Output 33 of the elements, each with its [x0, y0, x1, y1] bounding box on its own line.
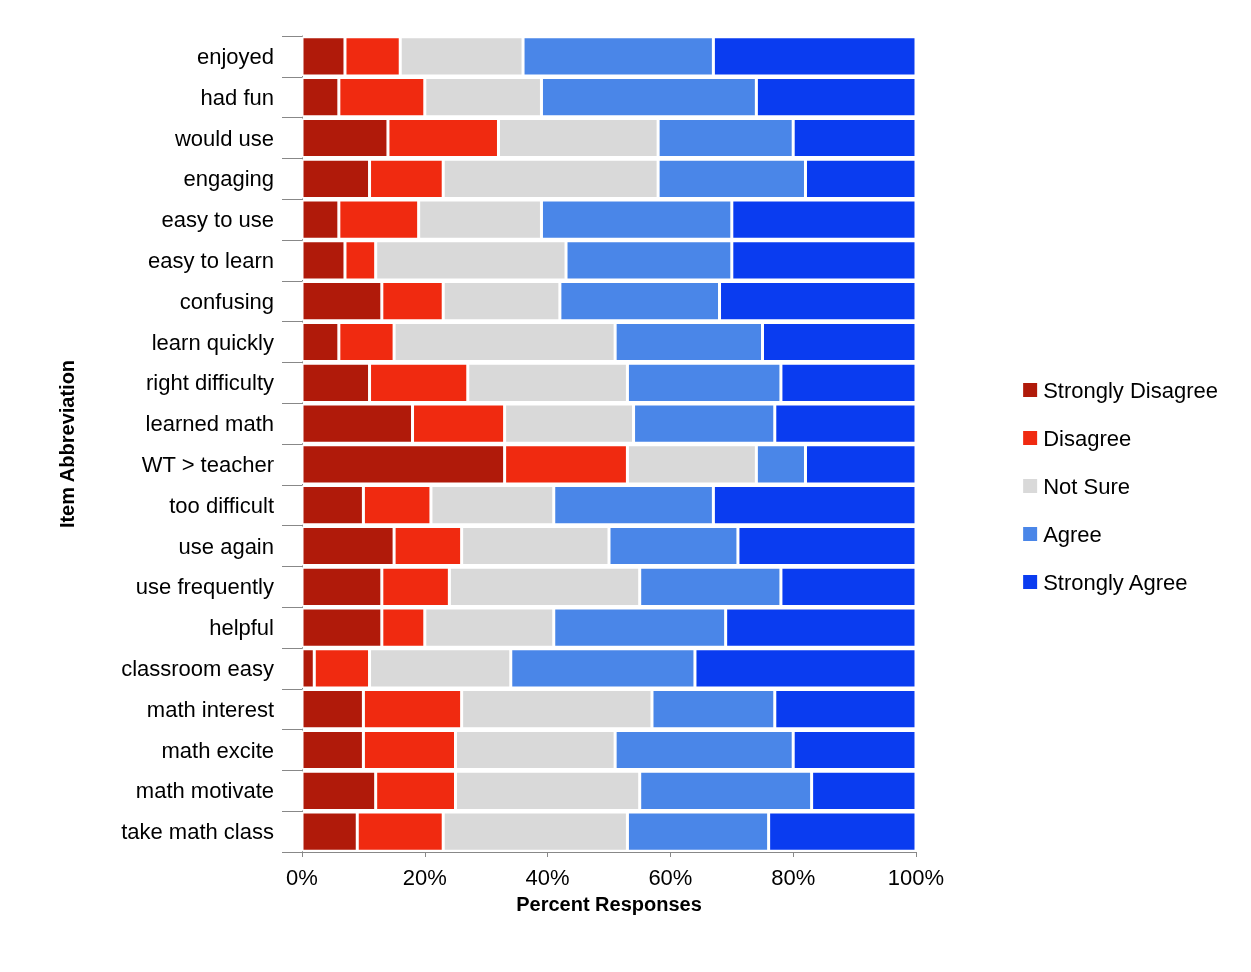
y-tick-label: easy to use — [161, 207, 274, 233]
x-tick-label: 80% — [771, 864, 816, 890]
x-axis-title: Percent Responses — [516, 893, 702, 915]
legend-label: Strongly Disagree — [1043, 377, 1219, 403]
y-tick-label: learn quickly — [151, 329, 274, 355]
y-tick-label: helpful — [209, 615, 274, 641]
y-tick-label: had fun — [200, 84, 274, 110]
legend-label: Disagree — [1043, 425, 1132, 451]
legend-label: Strongly Agree — [1043, 569, 1188, 595]
y-tick-label: confusing — [179, 288, 274, 314]
y-tick-label: easy to learn — [148, 247, 274, 273]
y-tick-label: right difficulty — [146, 370, 274, 396]
x-tick-label: 40% — [525, 864, 570, 890]
y-tick-label: learned math — [145, 411, 274, 437]
legend-label: Not Sure — [1043, 473, 1130, 499]
x-tick-label: 0% — [286, 864, 318, 890]
y-axis-title: Item Abbreviation — [56, 359, 78, 529]
x-tick-label: 60% — [648, 864, 693, 890]
y-tick-label: math interest — [146, 696, 274, 722]
y-tick-label: WT > teacher — [141, 451, 274, 477]
y-tick-label: too difficult — [169, 492, 274, 518]
y-tick-label: use again — [178, 533, 274, 559]
y-tick-label: math excite — [161, 737, 274, 763]
y-tick-label: classroom easy — [121, 655, 274, 681]
y-tick-label: would use — [173, 125, 274, 151]
x-tick-label: 20% — [402, 864, 447, 890]
y-tick-label: use frequently — [135, 574, 274, 600]
y-tick-label: engaging — [183, 166, 274, 192]
y-tick-label: enjoyed — [196, 43, 274, 69]
y-tick-label: math motivate — [135, 778, 274, 804]
legend-label: Agree — [1043, 521, 1102, 547]
y-tick-label: take math class — [121, 819, 274, 845]
x-tick-label: 100% — [887, 864, 945, 890]
